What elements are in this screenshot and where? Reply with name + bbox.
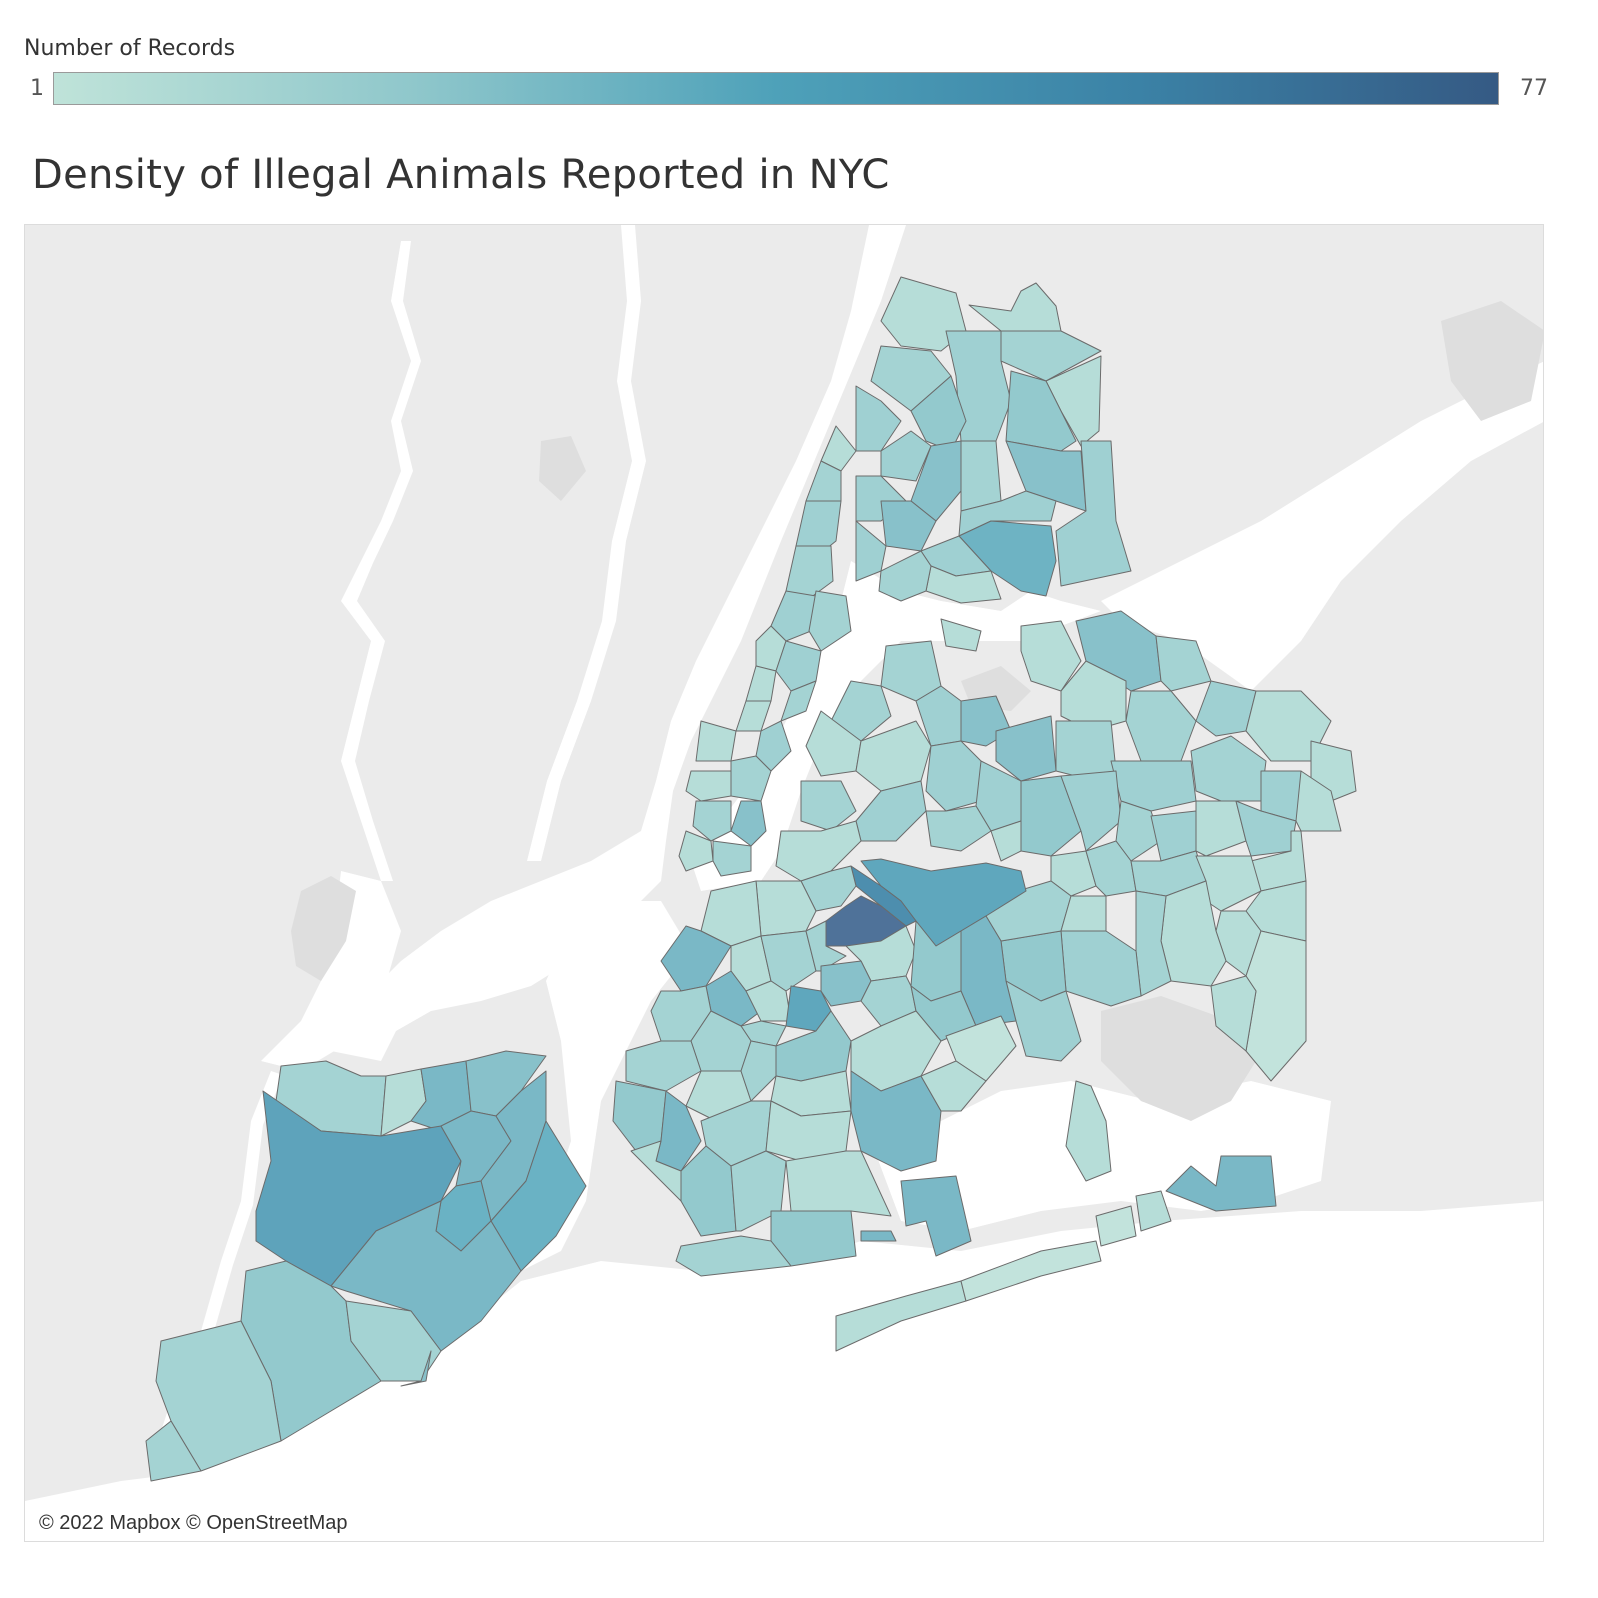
region-bronx-9 [910,375,967,452]
legend-min-label: 1 [30,76,44,101]
region-queens-22 [800,780,857,832]
atlantic-ocean [25,1201,1543,1541]
region-queens-12 [805,710,862,777]
map-title: Density of Illegal Animals Reported in N… [32,152,890,198]
region-staten-15 [400,1350,432,1387]
arthur-kill [151,1071,283,1465]
region-brooklyn-39 [900,1175,972,1257]
nj-park-2 [539,436,586,501]
region-brooklyn-7 [760,930,817,992]
region-broad-channel [1065,1080,1112,1182]
region-brooklyn-40 [860,1230,897,1242]
hackensack-river [527,225,646,861]
region-bronx-15 [1055,440,1132,587]
regions-layer[interactable] [145,276,1357,1482]
region-manhattan-9 [780,680,817,722]
region-queens-35 [1050,850,1097,897]
legend-max-label: 77 [1520,76,1548,101]
region-brooklyn-41 [630,1140,682,1202]
long-island-sound [1101,361,1543,691]
region-rockaway-3 [1095,1205,1137,1247]
region-rockaway-2 [960,1240,1102,1302]
region-bronx-23 [878,550,932,602]
region-brooklyn-26 [740,1040,777,1102]
region-queens-16 [1055,720,1117,777]
region-bronx-8 [855,385,902,452]
hudson-river [331,225,906,1061]
region-queens-15 [995,715,1057,782]
region-queens-20 [1295,770,1342,832]
region-bronx-19 [958,520,1057,597]
region-brooklyn-28 [850,1070,942,1172]
region-bronx-1 [880,276,967,352]
nj-park [291,876,356,981]
region-manhattan-14 [685,770,732,802]
region-manhattan-15 [730,800,767,847]
region-staten-14 [145,1420,202,1482]
region-queens-34 [990,820,1022,862]
region-manhattan-18 [712,840,752,877]
region-queens-49 [1060,895,1107,932]
region-rockaway-5 [1165,1155,1277,1212]
region-manhattan-16 [692,800,732,842]
region-queens-11 [830,680,892,742]
upper-bay [381,901,691,1421]
region-queens-5 [1195,680,1257,737]
region-staten-10 [330,1200,522,1352]
region-manhattan-4 [770,590,817,642]
legend-color-ramp [53,72,1499,105]
region-queens-43 [1210,975,1257,1052]
region-bronx-13 [960,440,1002,512]
region-staten-13 [155,1320,282,1472]
region-bronx-7 [1005,370,1077,452]
region-brooklyn-29 [920,1060,987,1112]
region-bronx-17 [880,500,937,552]
region-queens-29 [1195,800,1247,857]
passaic-river [341,241,421,881]
region-queens-26 [1060,770,1122,852]
region-queens-4 [1155,635,1212,692]
region-queens-1 [940,618,982,652]
region-brooklyn-18 [945,1015,1017,1082]
region-brooklyn-37 [770,1210,857,1267]
region-manhattan-5 [808,590,852,652]
region-rockaway-4 [1135,1190,1172,1232]
region-bronx-12 [910,440,962,522]
region-brooklyn-1 [775,820,862,882]
map-frame[interactable] [24,224,1544,1542]
region-manhattan-17 [678,830,714,872]
legend-title: Number of Records [24,36,236,61]
map-attribution: © 2022 Mapbox © OpenStreetMap [33,1510,354,1537]
region-manhattan-11 [755,720,792,772]
region-brooklyn-38 [675,1235,792,1277]
region-bronx-11 [880,430,932,482]
region-queens-47 [1005,980,1082,1062]
region-highlight-2 [850,865,917,927]
east-river [691,561,1101,891]
region-queens-27 [1115,800,1162,862]
region-queens-9 [1060,660,1127,732]
newark-bay [261,871,401,1071]
map-canvas[interactable] [25,225,1544,1542]
region-manhattan-3 [785,545,834,602]
region-brooklyn-8 [805,920,847,972]
ny-park [1441,301,1543,421]
